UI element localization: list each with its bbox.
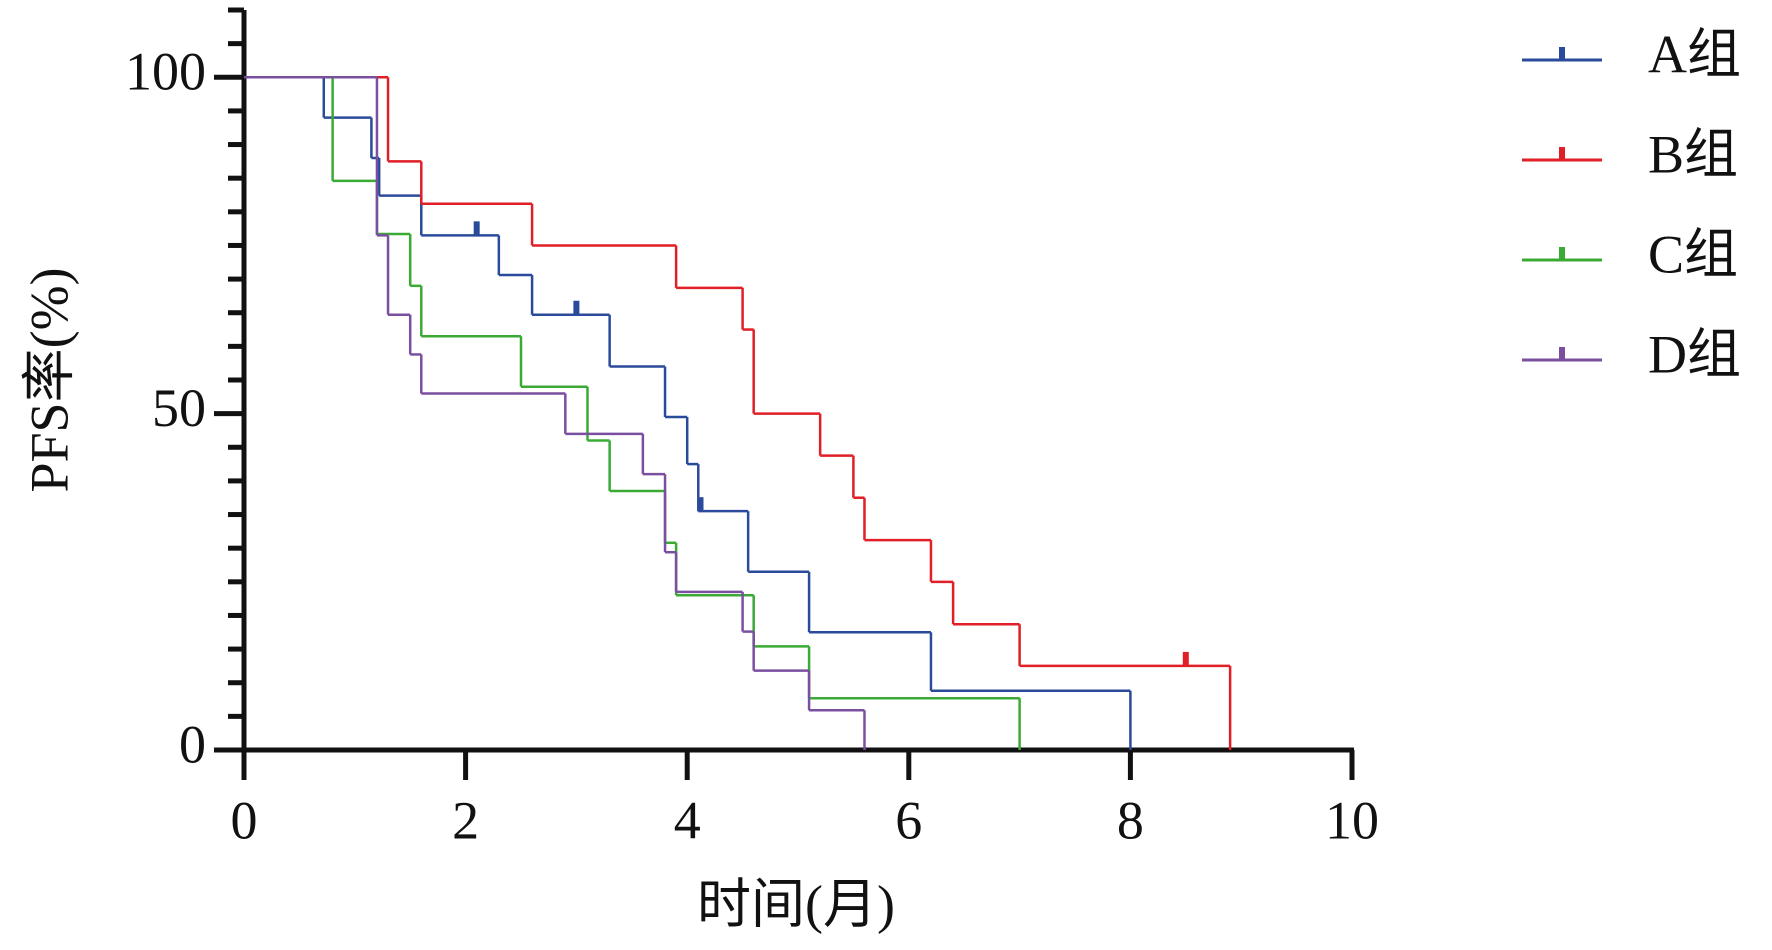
- legend-censor: [1559, 147, 1565, 160]
- legend-censor: [1559, 247, 1565, 260]
- x-axis-label: 时间(月): [697, 874, 895, 934]
- y-tick-label: 50: [152, 378, 206, 438]
- y-tick-label: 100: [125, 42, 206, 102]
- x-tick-label: 8: [1117, 790, 1144, 850]
- legend-label: A组: [1648, 24, 1741, 84]
- x-tick-label: 0: [231, 790, 258, 850]
- censor-mark: [473, 221, 480, 236]
- censor-mark: [697, 497, 704, 512]
- x-tick-label: 4: [674, 790, 701, 850]
- x-tick-label: 10: [1325, 790, 1379, 850]
- censor-mark: [1182, 651, 1189, 666]
- legend-label: D组: [1648, 324, 1741, 384]
- y-axis-label: PFS率(%): [19, 267, 79, 492]
- x-tick-label: 6: [895, 790, 922, 850]
- x-tick-label: 2: [452, 790, 479, 850]
- legend-censor: [1559, 47, 1565, 60]
- legend-label: B组: [1648, 124, 1738, 184]
- censor-mark: [573, 300, 580, 315]
- y-tick-label: 0: [179, 714, 206, 774]
- legend-label: C组: [1648, 224, 1738, 284]
- legend-censor: [1559, 347, 1565, 360]
